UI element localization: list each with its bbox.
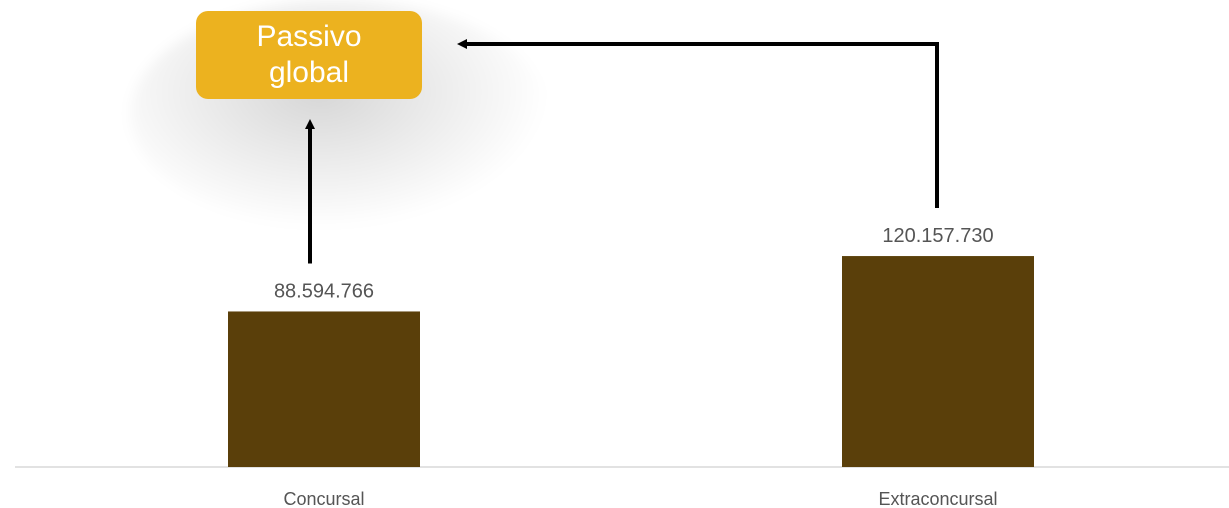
arrow-extraconcursal-to-callout (457, 39, 939, 209)
passivo-global-callout: Passivo global (196, 11, 422, 99)
value-label-concursal: 88.594.766 (274, 280, 374, 302)
value-label-extraconcursal: 120.157.730 (882, 225, 993, 247)
callout-text: Passivo global (256, 20, 362, 89)
category-label-concursal: Concursal (283, 489, 364, 508)
bar-extraconcursal (842, 256, 1034, 467)
bar-concursal (228, 311, 420, 467)
category-label-extraconcursal: Extraconcursal (878, 489, 997, 508)
